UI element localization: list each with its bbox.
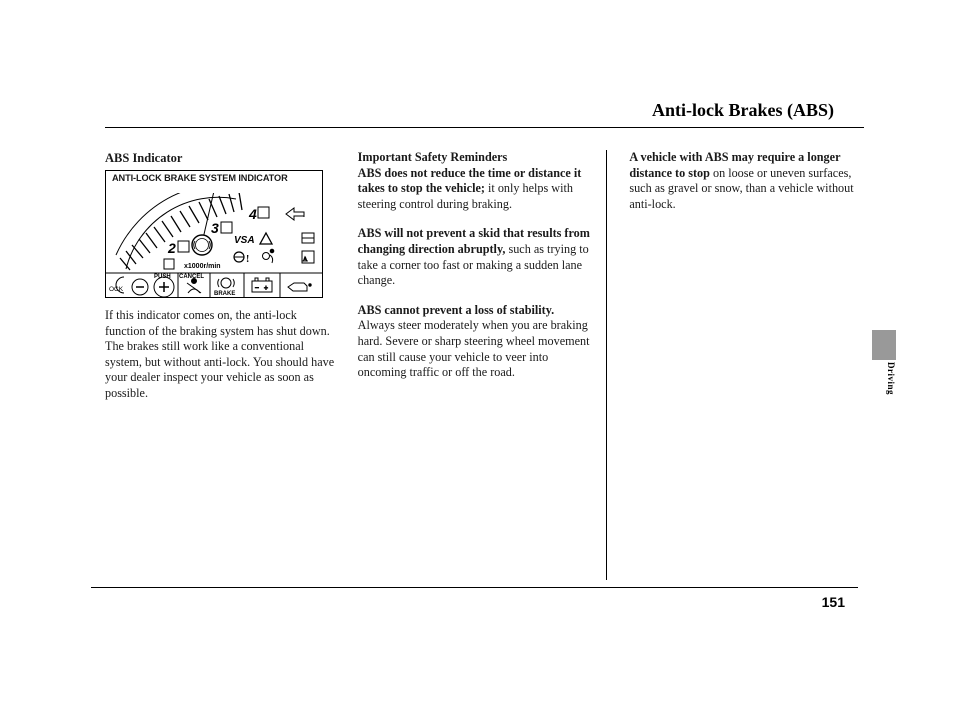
steering-warning-icon: ! xyxy=(234,252,249,265)
svg-text:−: − xyxy=(255,284,259,292)
col2-p0: Important Safety Reminders ABS does not … xyxy=(358,150,593,212)
dial-num-2: 2 xyxy=(167,240,176,256)
col1-paragraph: If this indicator comes on, the anti-loc… xyxy=(105,308,340,402)
svg-text:A: A xyxy=(303,257,308,263)
dashboard-figure: ANTI-LOCK BRAKE SYSTEM INDICATOR xyxy=(105,170,323,298)
svg-text:BRAKE: BRAKE xyxy=(214,291,235,297)
tab-marker xyxy=(872,330,896,360)
title-rule xyxy=(105,127,864,128)
columns: ABS Indicator ANTI-LOCK BRAKE SYSTEM IND… xyxy=(105,150,864,580)
col2-p2: ABS will not prevent a skid that results… xyxy=(358,226,593,288)
page-number: 151 xyxy=(822,594,845,610)
battery-icon: − + xyxy=(252,278,272,292)
tab-text: Driving xyxy=(886,362,896,395)
safety-heading: Important Safety Reminders xyxy=(358,150,508,164)
svg-text:!: ! xyxy=(246,254,249,265)
dial-num-3: 3 xyxy=(211,220,219,236)
dial-num-4: 4 xyxy=(248,206,257,222)
col2-p3: ABS cannot prevent a loss of stability. … xyxy=(358,303,593,381)
col3-p1: A vehicle with ABS may require a longer … xyxy=(629,150,864,212)
footer-rule xyxy=(91,587,858,588)
airbag-icon xyxy=(263,249,274,263)
gauge-cluster-icon: 2 3 4 x1000r/min xyxy=(106,193,323,297)
abs-indicator-heading: ABS Indicator xyxy=(105,150,340,166)
column-2: Important Safety Reminders ABS does not … xyxy=(358,150,608,580)
col2-b3: ABS cannot prevent a loss of stability. xyxy=(358,303,555,317)
cancel-text: CANCEL xyxy=(179,274,204,280)
section-tab: Driving xyxy=(872,330,896,395)
brake-icon: BRAKE xyxy=(214,278,235,297)
vsa-label: VSA xyxy=(234,235,255,246)
warning-triangle-icon xyxy=(260,233,272,244)
col2-t3: Always steer moderately when you are bra… xyxy=(358,318,590,379)
column-3: A vehicle with ABS may require a longer … xyxy=(625,150,864,580)
page-title: Anti-lock Brakes (ABS) xyxy=(105,100,864,121)
aux-icon-2: A xyxy=(302,251,314,263)
push-text: PUSH xyxy=(154,274,171,280)
column-1: ABS Indicator ANTI-LOCK BRAKE SYSTEM IND… xyxy=(105,150,340,580)
oil-icon xyxy=(288,283,311,291)
dial-rpm-label: x1000r/min xyxy=(184,263,221,270)
left-arrow-icon xyxy=(286,208,304,220)
manual-page: Anti-lock Brakes (ABS) ABS Indicator ANT… xyxy=(0,0,954,710)
figure-caption: ANTI-LOCK BRAKE SYSTEM INDICATOR xyxy=(106,171,322,184)
aux-icon-1 xyxy=(302,233,314,243)
seatbelt-icon xyxy=(187,279,201,294)
svg-text:+: + xyxy=(264,284,268,292)
abs-indicator-icon xyxy=(192,235,212,255)
